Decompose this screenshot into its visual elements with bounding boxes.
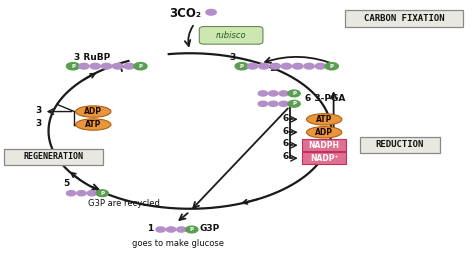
Circle shape [259, 63, 269, 69]
Text: ADP: ADP [84, 107, 102, 116]
FancyBboxPatch shape [4, 149, 103, 165]
Text: P: P [138, 64, 142, 69]
Text: P: P [292, 101, 296, 106]
Circle shape [279, 91, 288, 96]
Text: 3 RuBP: 3 RuBP [74, 53, 110, 62]
Text: ATP: ATP [85, 120, 101, 129]
Circle shape [134, 63, 147, 70]
Circle shape [247, 63, 258, 69]
Circle shape [279, 101, 288, 106]
Circle shape [258, 91, 268, 96]
Circle shape [269, 101, 278, 106]
FancyBboxPatch shape [199, 26, 263, 44]
Text: 1: 1 [146, 224, 153, 233]
Text: P: P [100, 191, 104, 196]
Circle shape [166, 227, 176, 232]
Ellipse shape [76, 106, 111, 117]
Circle shape [156, 227, 165, 232]
Text: P: P [330, 64, 334, 69]
Circle shape [258, 101, 268, 106]
Circle shape [269, 91, 278, 96]
Text: 3: 3 [35, 119, 41, 128]
Text: P: P [190, 227, 194, 232]
Text: P: P [71, 64, 75, 69]
Circle shape [96, 190, 109, 196]
Text: 6: 6 [283, 127, 289, 135]
Circle shape [315, 63, 326, 69]
Circle shape [124, 63, 134, 69]
Text: goes to make glucose: goes to make glucose [132, 239, 224, 248]
Circle shape [270, 63, 280, 69]
Text: 3: 3 [229, 53, 236, 62]
FancyBboxPatch shape [302, 139, 346, 151]
Circle shape [177, 227, 186, 232]
Circle shape [66, 191, 76, 196]
Text: ADP: ADP [315, 128, 333, 137]
Text: NADP⁺: NADP⁺ [310, 154, 338, 163]
Text: G3P: G3P [199, 224, 219, 233]
Text: CARBON FIXATION: CARBON FIXATION [364, 14, 445, 23]
Circle shape [90, 63, 100, 69]
Circle shape [87, 191, 97, 196]
Circle shape [235, 63, 248, 70]
Circle shape [101, 63, 112, 69]
FancyBboxPatch shape [302, 152, 346, 164]
Circle shape [325, 63, 338, 70]
Text: 5: 5 [64, 179, 70, 188]
FancyBboxPatch shape [346, 10, 463, 27]
Circle shape [79, 63, 89, 69]
Text: REGENERATION: REGENERATION [23, 152, 83, 161]
Text: 6: 6 [283, 139, 289, 149]
Circle shape [186, 226, 198, 233]
Circle shape [304, 63, 314, 69]
Text: 6 3-PGA: 6 3-PGA [305, 94, 346, 103]
Text: 3CO₂: 3CO₂ [169, 7, 201, 20]
Circle shape [206, 9, 216, 15]
Text: P: P [240, 64, 244, 69]
Circle shape [281, 63, 292, 69]
Ellipse shape [307, 114, 342, 125]
Text: G3P are recycled: G3P are recycled [88, 199, 160, 208]
Text: P: P [292, 91, 296, 96]
Text: REDUCTION: REDUCTION [375, 140, 424, 149]
Circle shape [66, 63, 80, 70]
Circle shape [288, 100, 300, 107]
Text: 6: 6 [283, 113, 289, 123]
Text: 6: 6 [283, 152, 289, 161]
Circle shape [288, 90, 300, 97]
Text: ATP: ATP [316, 115, 332, 124]
Text: rubisco: rubisco [216, 31, 246, 40]
Ellipse shape [307, 127, 342, 138]
FancyBboxPatch shape [359, 137, 439, 152]
Ellipse shape [76, 119, 111, 130]
Circle shape [77, 191, 86, 196]
Text: 3: 3 [35, 106, 41, 115]
Text: NADPH: NADPH [309, 141, 340, 150]
Circle shape [113, 63, 123, 69]
Circle shape [292, 63, 303, 69]
